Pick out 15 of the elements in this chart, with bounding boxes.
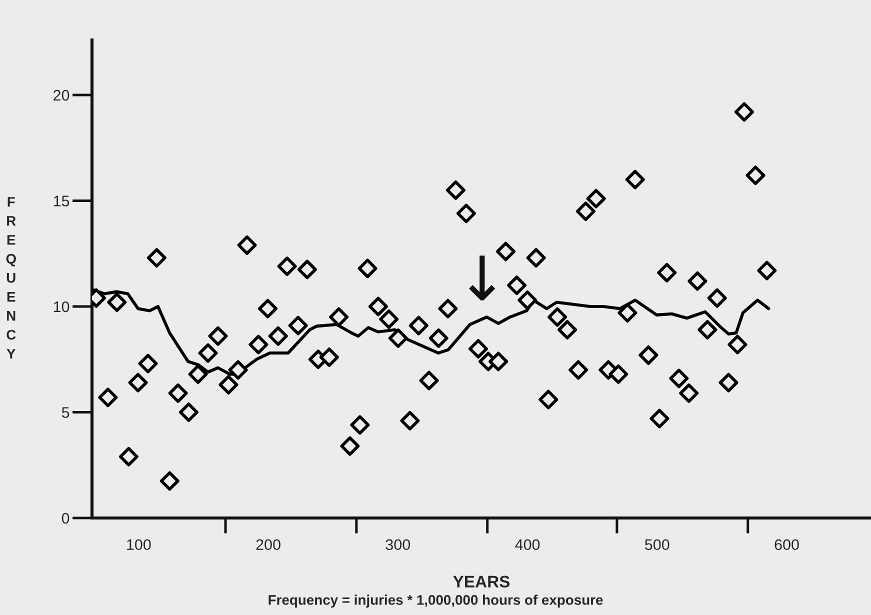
x-tick-label: 200 bbox=[256, 539, 280, 550]
y-tick-label: 5 bbox=[62, 407, 70, 418]
y-tick-label: 15 bbox=[54, 196, 70, 206]
x-tick-label: 400 bbox=[515, 539, 540, 550]
annotation: ↓ bbox=[469, 256, 496, 300]
x-tick-label: 300 bbox=[386, 539, 410, 550]
text: Frequency = injuries * 1,000,000 hours of exposure bbox=[268, 594, 603, 608]
x-tick-label: 500 bbox=[645, 539, 670, 550]
y-tick-label: 0 bbox=[62, 512, 70, 524]
x-tick-label: 600 bbox=[774, 539, 799, 550]
x-axis-title: YEARS bbox=[453, 576, 510, 588]
y-tick-label: 10 bbox=[54, 301, 70, 312]
x-tick-label: 100 bbox=[127, 539, 151, 550]
text: FREQUENCY bbox=[6, 197, 16, 359]
y-tick-label: 20 bbox=[54, 90, 70, 101]
